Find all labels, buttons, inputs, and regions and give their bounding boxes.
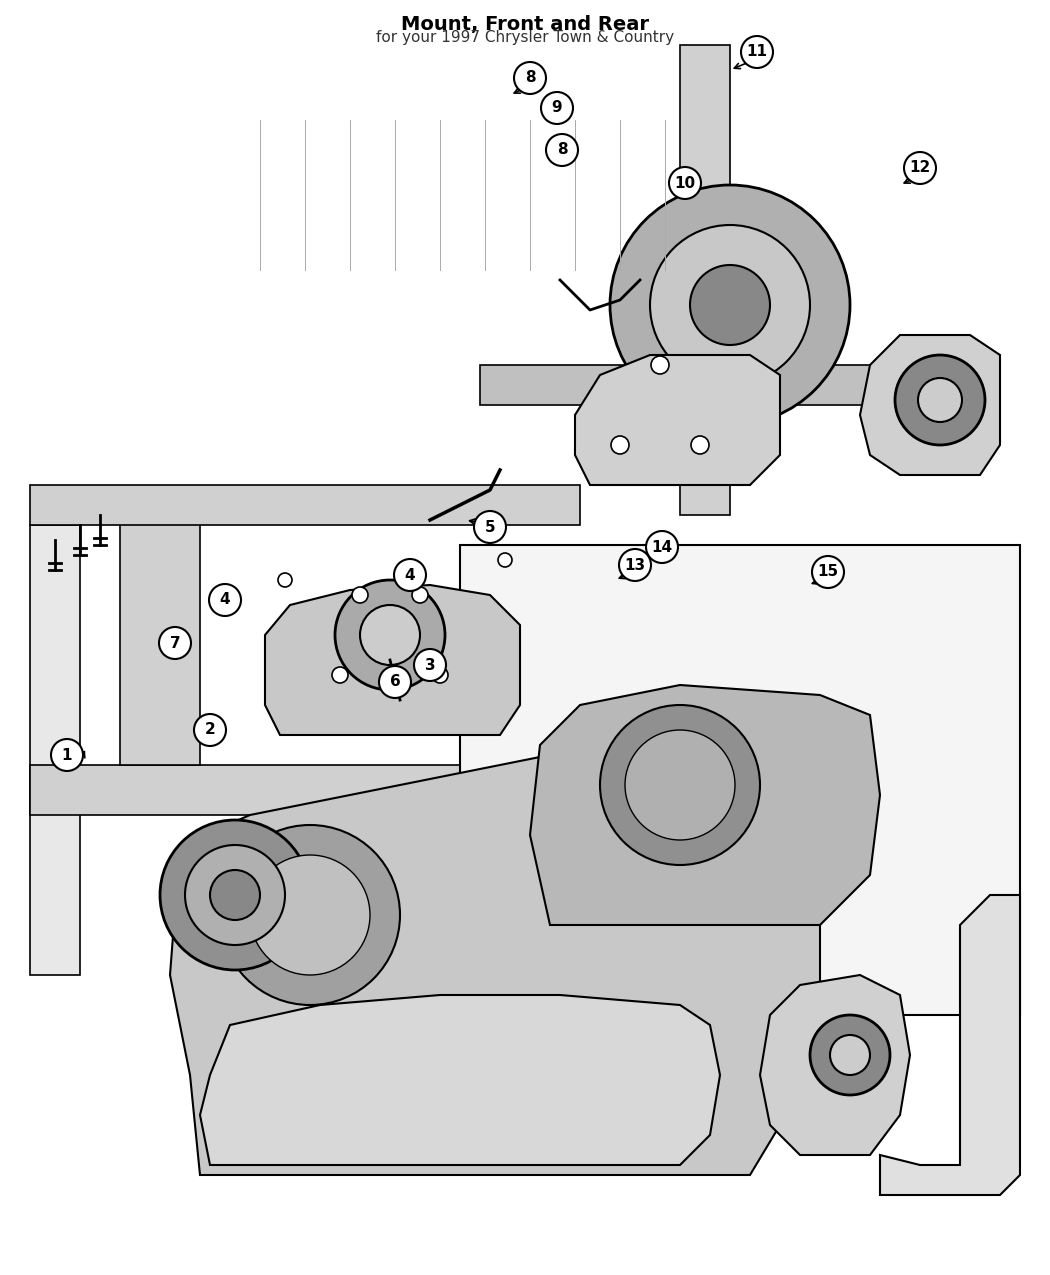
Circle shape	[895, 354, 985, 445]
Polygon shape	[30, 765, 580, 815]
Circle shape	[498, 553, 512, 567]
Circle shape	[360, 606, 420, 666]
Circle shape	[379, 666, 411, 697]
Circle shape	[650, 224, 810, 385]
Circle shape	[546, 134, 578, 166]
Polygon shape	[200, 994, 720, 1165]
Circle shape	[394, 558, 426, 592]
Text: 8: 8	[525, 70, 536, 85]
Circle shape	[904, 152, 936, 184]
Circle shape	[220, 825, 400, 1005]
Text: 9: 9	[551, 101, 563, 116]
Circle shape	[352, 586, 367, 603]
Text: 7: 7	[170, 635, 181, 650]
Circle shape	[335, 580, 445, 690]
Circle shape	[810, 1015, 890, 1095]
Polygon shape	[265, 585, 520, 734]
Polygon shape	[120, 495, 200, 765]
Circle shape	[194, 714, 226, 746]
Circle shape	[209, 584, 242, 616]
Circle shape	[625, 731, 735, 840]
Circle shape	[610, 185, 850, 425]
Text: 5: 5	[485, 519, 496, 534]
Circle shape	[210, 870, 260, 921]
Polygon shape	[575, 354, 780, 484]
Text: 13: 13	[625, 557, 646, 572]
Circle shape	[432, 667, 448, 683]
Polygon shape	[530, 685, 880, 924]
Circle shape	[541, 92, 573, 124]
Circle shape	[812, 556, 844, 588]
Circle shape	[646, 530, 678, 564]
Circle shape	[690, 265, 770, 346]
Text: 14: 14	[651, 539, 673, 555]
Text: 4: 4	[404, 567, 416, 583]
Text: 12: 12	[909, 161, 930, 176]
Text: 8: 8	[556, 143, 567, 158]
Circle shape	[620, 550, 651, 581]
Circle shape	[669, 167, 701, 199]
Circle shape	[414, 649, 446, 681]
Circle shape	[474, 511, 506, 543]
Circle shape	[412, 586, 428, 603]
Circle shape	[250, 856, 370, 975]
FancyBboxPatch shape	[460, 544, 1020, 1015]
Polygon shape	[760, 975, 910, 1155]
Text: 3: 3	[424, 658, 436, 672]
Text: 4: 4	[219, 593, 230, 607]
Text: 6: 6	[390, 674, 400, 690]
Text: Mount, Front and Rear: Mount, Front and Rear	[401, 15, 649, 34]
Polygon shape	[30, 525, 80, 975]
Circle shape	[278, 572, 292, 586]
Text: 1: 1	[62, 747, 72, 762]
Circle shape	[691, 436, 709, 454]
Circle shape	[185, 845, 285, 945]
Polygon shape	[680, 45, 730, 515]
Circle shape	[651, 356, 669, 374]
Circle shape	[918, 377, 962, 422]
Circle shape	[611, 436, 629, 454]
Circle shape	[600, 705, 760, 864]
Circle shape	[159, 627, 191, 659]
Polygon shape	[170, 755, 820, 1176]
Circle shape	[332, 667, 348, 683]
Polygon shape	[480, 365, 900, 405]
Text: 11: 11	[747, 45, 768, 60]
Circle shape	[514, 62, 546, 94]
Polygon shape	[860, 335, 1000, 476]
Text: 10: 10	[674, 176, 695, 190]
Circle shape	[741, 36, 773, 68]
Text: 15: 15	[818, 565, 839, 580]
Circle shape	[160, 820, 310, 970]
Polygon shape	[30, 484, 580, 525]
Polygon shape	[880, 895, 1020, 1195]
Circle shape	[51, 740, 83, 771]
Text: 2: 2	[205, 723, 215, 737]
Text: for your 1997 Chrysler Town & Country: for your 1997 Chrysler Town & Country	[376, 31, 674, 45]
Circle shape	[830, 1035, 870, 1075]
